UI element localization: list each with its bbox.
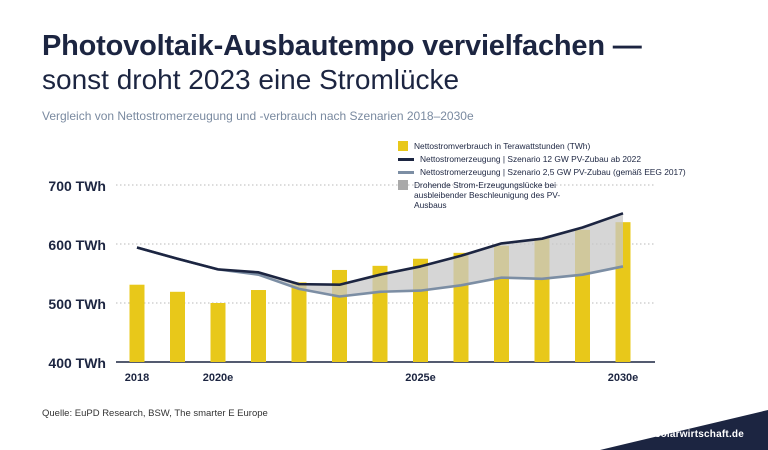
x-tick-label-2018: 2018 [125,372,149,384]
bar-2019 [170,291,185,362]
bar-2018 [129,284,145,362]
legend-label-scenario-2-5gw: Nettostromerzeugung | Szenario 2,5 GW PV… [420,167,686,177]
y-tick-label-700: 700 TWh [48,178,106,194]
bar-2022 [291,282,307,362]
bar-2020 [210,303,226,362]
legend-item-gap: Drohende Strom-Erzeugungslücke bei ausbl… [398,180,564,210]
legend-label-consumption: Nettostromverbrauch in Terawattstunden (… [414,141,591,151]
subtitle: Vergleich von Nettostromerzeugung und -v… [42,109,474,123]
legend-item-scenario-12gw: Nettostromerzeugung | Szenario 12 GW PV-… [398,154,720,164]
x-tick-label-2020: 2020e [203,372,234,384]
title-line-1: Photovoltaik-Ausbautempo vervielfachen — [42,30,642,62]
y-tick-label-500: 500 TWh [48,296,106,312]
gap-area [137,213,623,297]
legend-swatch-bar [398,141,408,151]
legend-swatch-line-navy [398,158,414,161]
source-note: Quelle: EuPD Research, BSW, The smarter … [42,408,268,419]
bar-2021 [251,290,266,362]
legend-label-gap: Drohende Strom-Erzeugungslücke bei ausbl… [414,180,561,210]
legend-label-scenario-12gw: Nettostromerzeugung | Szenario 12 GW PV-… [420,154,641,164]
footer-url: www.solarwirtschaft.de [628,429,744,440]
legend-item-consumption: Nettostromverbrauch in Terawattstunden (… [398,141,714,151]
legend-item-scenario-2-5gw: Nettostromerzeugung | Szenario 2,5 GW PV… [398,167,720,177]
legend-swatch-line-grey [398,171,414,174]
title-line-2: sonst droht 2023 eine Stromlücke [42,64,460,95]
y-tick-label-600: 600 TWh [48,237,106,253]
x-tick-label-2030: 2030e [608,372,639,384]
x-tick-label-2025: 2025e [405,372,436,384]
line-scenario-12gw [136,212,624,287]
y-tick-label-400: 400 TWh [48,355,106,371]
legend-swatch-area [398,180,408,190]
